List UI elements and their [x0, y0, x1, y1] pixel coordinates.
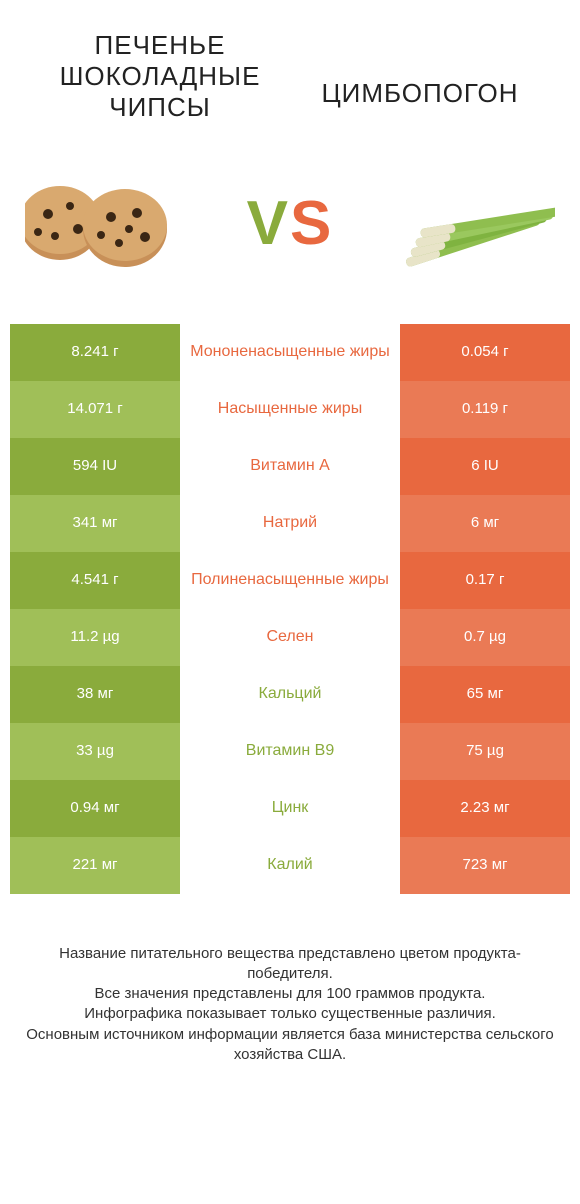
vs-row: VS: [0, 134, 580, 324]
table-row: 11.2 µgСелен0.7 µg: [10, 609, 570, 666]
value-right: 2.23 мг: [400, 780, 570, 837]
table-row: 0.94 мгЦинк2.23 мг: [10, 780, 570, 837]
value-left: 341 мг: [10, 495, 180, 552]
value-right: 6 мг: [400, 495, 570, 552]
nutrient-label: Мононенасыщенные жиры: [180, 324, 400, 381]
value-right: 0.054 г: [400, 324, 570, 381]
value-left: 11.2 µg: [10, 609, 180, 666]
value-right: 6 IU: [400, 438, 570, 495]
table-row: 4.541 гПолиненасыщенные жиры0.17 г: [10, 552, 570, 609]
value-right: 65 мг: [400, 666, 570, 723]
nutrient-label: Кальций: [180, 666, 400, 723]
lemongrass-illustration: [380, 164, 560, 284]
nutrient-label: Витамин A: [180, 438, 400, 495]
header: ПЕЧЕНЬЕ ШОКОЛАДНЫЕ ЧИПСЫ ЦИМБОПОГОН: [0, 0, 580, 134]
nutrient-label: Витамин B9: [180, 723, 400, 780]
value-left: 594 IU: [10, 438, 180, 495]
value-left: 0.94 мг: [10, 780, 180, 837]
table-row: 38 мгКальций65 мг: [10, 666, 570, 723]
value-right: 0.7 µg: [400, 609, 570, 666]
value-left: 221 мг: [10, 837, 180, 894]
vs-label: VS: [247, 188, 334, 259]
footer-line-2: Все значения представлены для 100 граммо…: [20, 984, 560, 1004]
nutrient-label: Калий: [180, 837, 400, 894]
nutrient-label: Селен: [180, 609, 400, 666]
table-row: 594 IUВитамин A6 IU: [10, 438, 570, 495]
nutrient-label: Цинк: [180, 780, 400, 837]
nutrient-label: Насыщенные жиры: [180, 381, 400, 438]
footer-line-4: Основным источником информации является …: [20, 1025, 560, 1066]
value-right: 0.17 г: [400, 552, 570, 609]
value-left: 33 µg: [10, 723, 180, 780]
vs-s: S: [290, 189, 333, 258]
footer-line-3: Инфографика показывает только существенн…: [20, 1004, 560, 1024]
value-right: 0.119 г: [400, 381, 570, 438]
value-right: 75 µg: [400, 723, 570, 780]
table-row: 14.071 гНасыщенные жиры0.119 г: [10, 381, 570, 438]
table-row: 341 мгНатрий6 мг: [10, 495, 570, 552]
footer-line-1: Название питательного вещества представл…: [20, 944, 560, 985]
title-right: ЦИМБОПОГОН: [290, 78, 550, 109]
footer: Название питательного вещества представл…: [0, 894, 580, 1066]
nutrient-label: Полиненасыщенные жиры: [180, 552, 400, 609]
value-right: 723 мг: [400, 837, 570, 894]
table-row: 8.241 гМононенасыщенные жиры0.054 г: [10, 324, 570, 381]
value-left: 4.541 г: [10, 552, 180, 609]
value-left: 14.071 г: [10, 381, 180, 438]
cookies-illustration: [20, 164, 200, 284]
nutrient-table: 8.241 гМононенасыщенные жиры0.054 г14.07…: [10, 324, 570, 894]
value-left: 38 мг: [10, 666, 180, 723]
nutrient-label: Натрий: [180, 495, 400, 552]
title-left: ПЕЧЕНЬЕ ШОКОЛАДНЫЕ ЧИПСЫ: [30, 30, 290, 124]
table-row: 33 µgВитамин B975 µg: [10, 723, 570, 780]
value-left: 8.241 г: [10, 324, 180, 381]
table-row: 221 мгКалий723 мг: [10, 837, 570, 894]
vs-v: V: [247, 189, 290, 258]
